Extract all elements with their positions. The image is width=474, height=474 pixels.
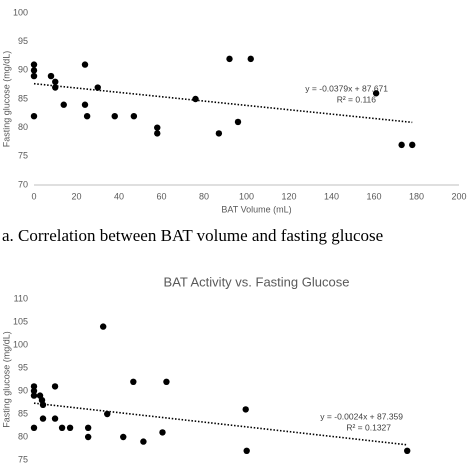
x-tick-label: 180: [409, 191, 424, 201]
trendline-r2: R² = 0.116: [337, 94, 377, 104]
data-point: [243, 447, 250, 454]
caption: a. Correlation between BAT volume and fa…: [2, 226, 383, 245]
data-point: [81, 101, 89, 108]
data-point: [39, 401, 47, 408]
x-tick-label: 40: [114, 191, 124, 201]
data-point: [94, 84, 101, 91]
data-point: [51, 415, 59, 422]
y-axis-label: Fasting glucose (mg/dL): [1, 331, 11, 428]
data-point: [30, 392, 38, 399]
data-point: [81, 61, 89, 68]
data-point: [159, 429, 166, 436]
data-point: [163, 378, 170, 385]
y-tick-label: 80: [18, 122, 28, 132]
data-point: [104, 410, 111, 418]
data-point: [60, 101, 67, 108]
y-tick-label: 80: [18, 431, 28, 441]
data-point: [99, 323, 107, 330]
data-point: [130, 113, 138, 120]
data-point: [66, 424, 74, 431]
data-point: [47, 72, 55, 80]
x-tick-label: 160: [366, 191, 381, 201]
chart-title: BAT Activity vs. Fasting Glucose: [164, 274, 350, 289]
data-point: [247, 55, 254, 63]
data-point: [192, 95, 199, 103]
data-point: [242, 406, 249, 413]
y-tick-label: 105: [13, 316, 28, 326]
data-point: [30, 72, 38, 80]
trendline-r2: R² = 0.1327: [346, 422, 391, 432]
y-tick-label: 95: [18, 362, 28, 372]
x-tick-label: 20: [71, 191, 81, 201]
data-point: [130, 378, 137, 385]
data-point: [52, 84, 59, 91]
y-tick-label: 70: [18, 179, 28, 189]
data-point: [215, 130, 223, 137]
x-tick-label: 140: [324, 191, 339, 201]
data-point: [154, 130, 161, 137]
data-point: [52, 78, 59, 86]
y-tick-label: 110: [14, 293, 28, 303]
data-point: [30, 113, 38, 120]
x-tick-label: 120: [281, 191, 296, 201]
data-point: [372, 90, 380, 97]
y-tick-label: 90: [18, 65, 28, 75]
data-point: [140, 438, 147, 445]
y-tick-label: 75: [18, 151, 28, 161]
y-tick-label: 75: [18, 454, 28, 464]
data-point: [404, 447, 411, 454]
trendline-equation: y = -0.0024x + 87.359: [320, 411, 403, 421]
data-point: [398, 141, 405, 149]
data-point: [84, 433, 92, 441]
data-point: [234, 118, 242, 126]
x-tick-label: 100: [239, 191, 254, 201]
y-tick-label: 100: [13, 339, 28, 349]
data-point: [30, 424, 38, 431]
data-point: [30, 67, 38, 74]
data-point: [120, 433, 127, 441]
y-tick-label: 85: [18, 408, 28, 418]
x-tick-label: 200: [451, 191, 466, 201]
y-tick-label: 90: [18, 385, 28, 395]
y-tick-label: 95: [18, 36, 28, 46]
x-tick-label: 80: [199, 191, 209, 201]
data-point: [51, 383, 59, 390]
data-point: [58, 424, 66, 431]
data-point: [409, 141, 416, 149]
data-point: [39, 415, 47, 422]
data-point: [30, 383, 38, 390]
trendline-equation: y = -0.0379x + 87.671: [305, 83, 388, 93]
x-tick-label: 0: [31, 191, 36, 201]
data-point: [154, 124, 161, 131]
y-tick-label: 100: [13, 7, 28, 17]
data-point: [30, 61, 38, 68]
y-tick-label: 85: [18, 93, 28, 103]
data-point: [83, 113, 91, 120]
data-point: [84, 424, 92, 431]
x-axis-label: BAT Volume (mL): [221, 204, 291, 214]
x-tick-label: 60: [156, 191, 166, 201]
data-point: [30, 387, 38, 395]
data-point: [111, 113, 118, 120]
y-axis-label: Fasting glucose (mg/dL): [1, 51, 11, 148]
data-point: [226, 55, 233, 63]
